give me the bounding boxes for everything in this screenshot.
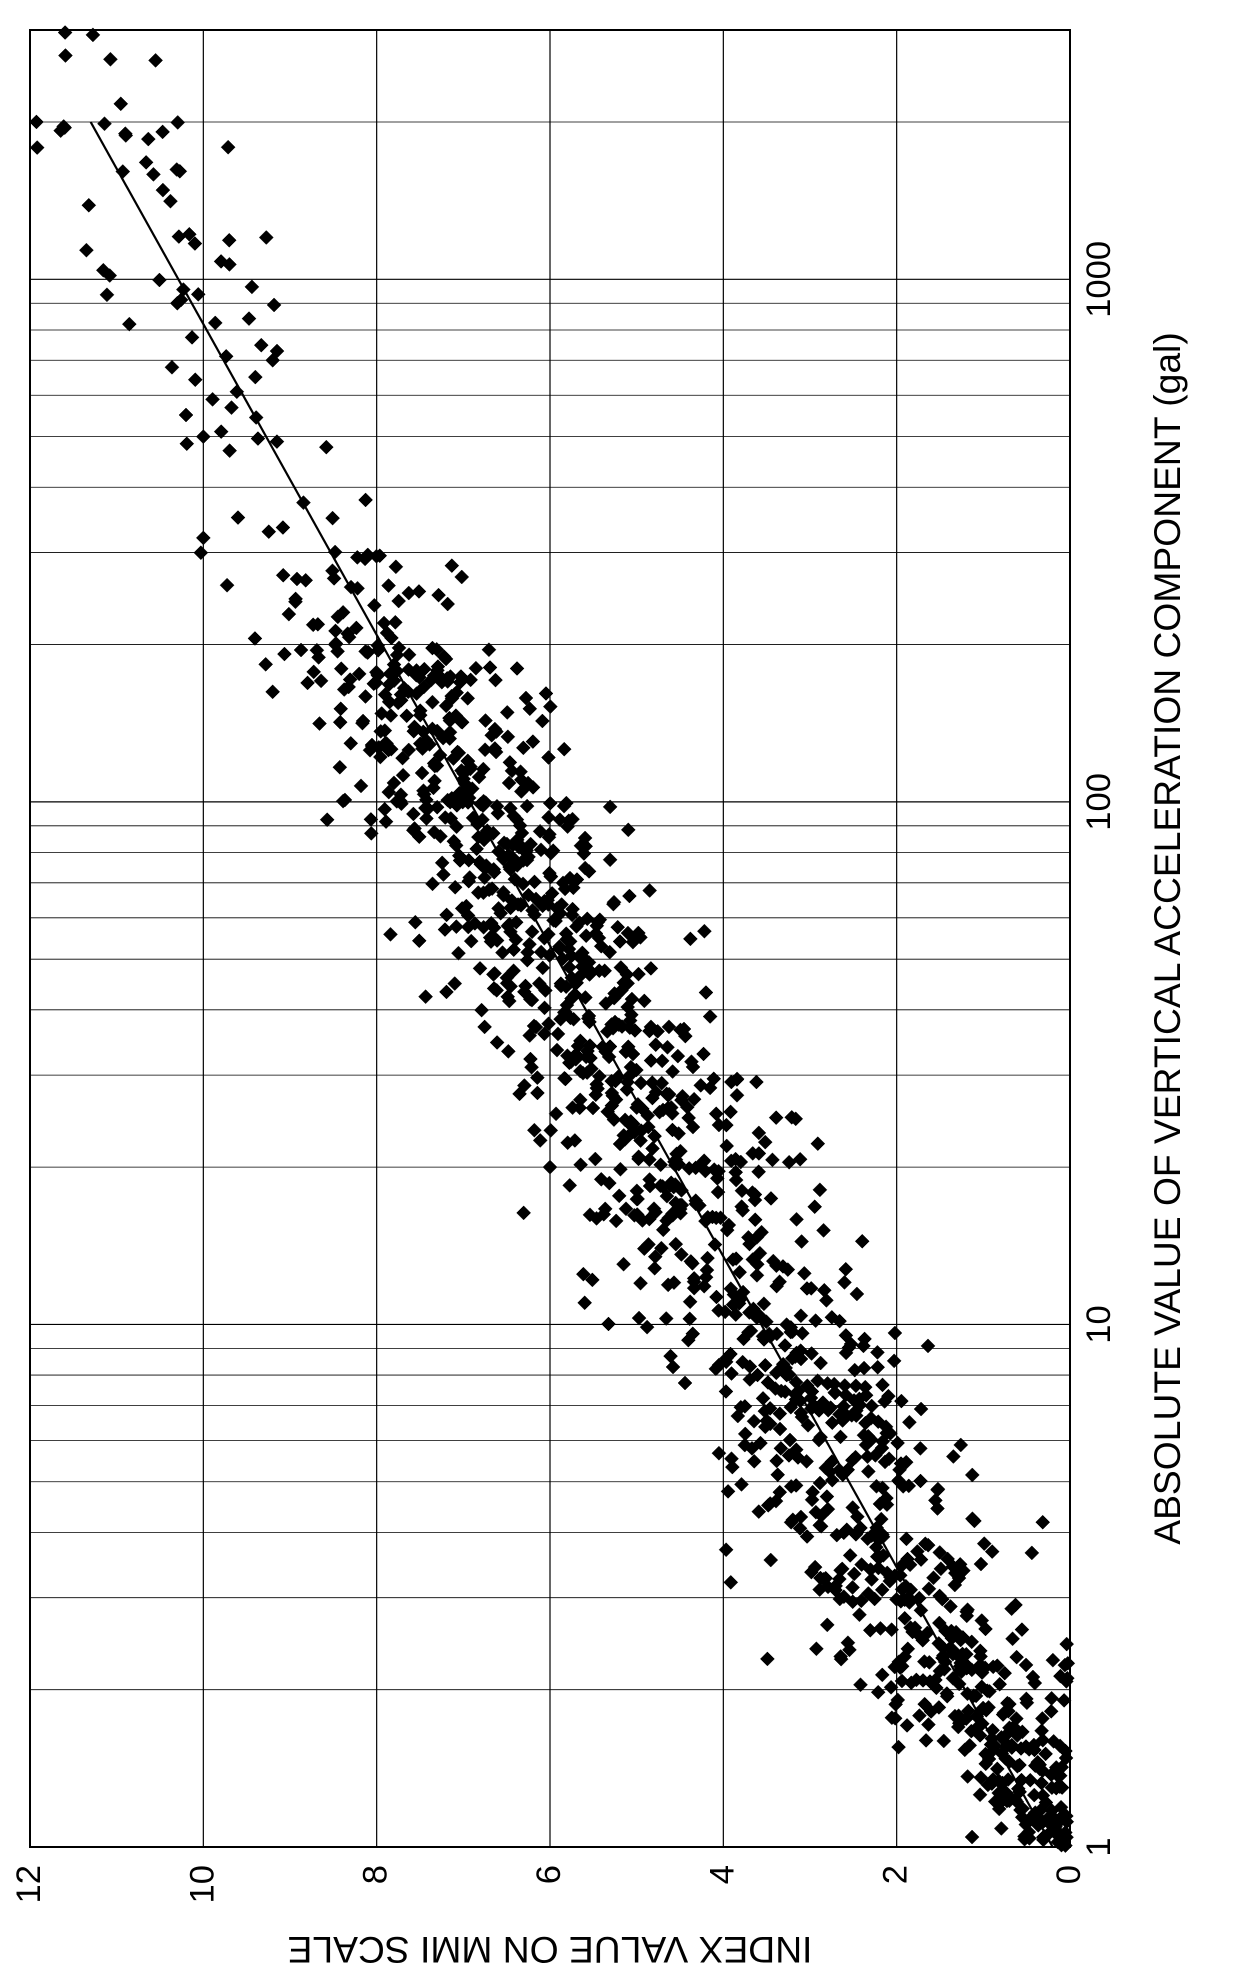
x-tick-label: 100 (1080, 773, 1118, 831)
y-tick-label: 0 (1050, 1865, 1088, 1884)
y-axis-label: INDEX VALUE ON MMI SCALE (288, 1929, 813, 1971)
x-tick-label: 10 (1080, 1305, 1118, 1343)
y-tick-label: 8 (357, 1865, 395, 1884)
x-tick-label: 1 (1080, 1837, 1118, 1856)
x-axis-label: ABSOLUTE VALUE OF VERTICAL ACCELERATION … (1146, 332, 1188, 1544)
scatter-chart-svg: 1 10 100 1000 0 2 4 6 8 10 12 ABSOLUTE VALUE OF VER… (0, 0, 1240, 1977)
y-tick-label: 2 (877, 1865, 915, 1884)
x-tick-label: 1000 (1080, 241, 1118, 318)
y-tick-label: 10 (183, 1865, 221, 1903)
y-tick-label: 6 (530, 1865, 568, 1884)
scatter-chart: 1 10 100 1000 0 2 4 6 8 10 12 ABSOLUTE VALUE OF VER… (0, 0, 1240, 1977)
y-tick-label: 12 (10, 1865, 48, 1903)
y-tick-label: 4 (703, 1865, 741, 1884)
